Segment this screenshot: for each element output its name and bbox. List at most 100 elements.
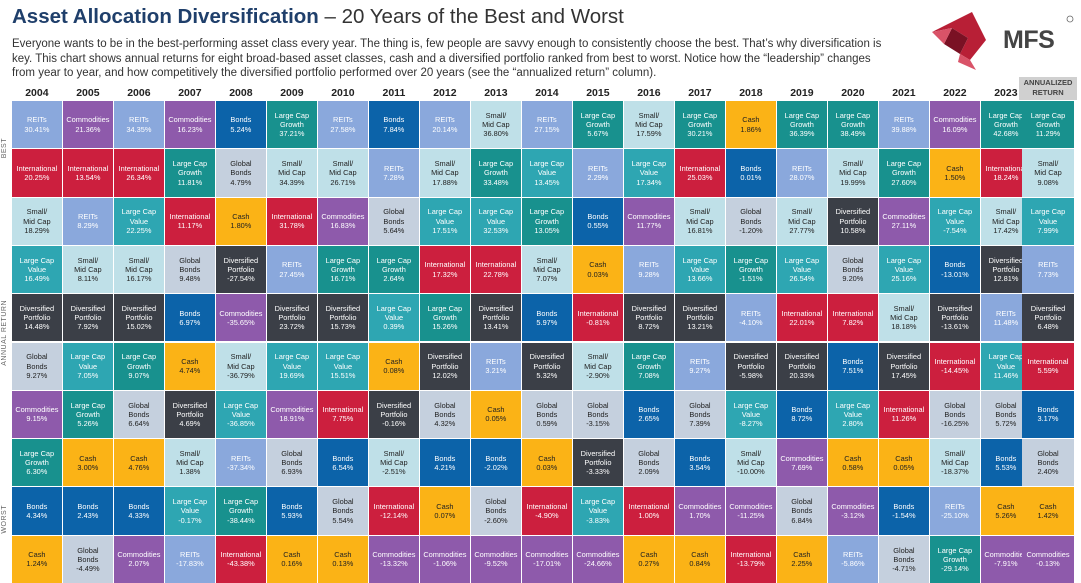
asset-class-label: Growth [24, 458, 49, 468]
return-cell: Commodities -35.65% [216, 294, 266, 342]
asset-class-label: Global [995, 400, 1017, 410]
asset-class-label: Value [792, 264, 812, 274]
return-cell: International 20.25% [12, 149, 62, 197]
return-value: 2.40% [1037, 467, 1059, 477]
asset-class-label: Small/ [434, 159, 456, 169]
return-cell: Global Bonds 6.64% [114, 390, 164, 439]
return-cell: Large Cap Growth 36.39% [777, 101, 827, 149]
return-cell: Diversified Portfolio -5.98% [726, 342, 776, 390]
return-value: 1.24% [26, 559, 48, 569]
return-cell: Commodities 11.77% [624, 197, 674, 245]
asset-class-label: Commodities [627, 212, 671, 222]
return-value: 4.34% [26, 511, 48, 521]
asset-class-label: Global [434, 400, 456, 410]
return-value: 17.45% [891, 370, 917, 380]
asset-class-label: Diversified [274, 304, 310, 314]
return-cell: REITs 27.58% [318, 101, 368, 149]
return-cell: Cash 2.25% [777, 535, 827, 583]
return-cell: Global Bonds -2.60% [471, 487, 521, 535]
return-cell: Large Cap Value -36.85% [216, 390, 266, 439]
return-cell: Commodities -17.01% [522, 535, 572, 583]
return-cell: Diversified Portfolio 6.48% [1022, 294, 1074, 342]
return-cell: Commodities -24.66% [573, 535, 623, 583]
year-header: 2009 [280, 87, 304, 99]
return-value: 26.34% [126, 172, 152, 182]
asset-class-label: Large Cap [325, 255, 361, 265]
return-cell: Small/Mid Cap 16.17% [114, 245, 164, 294]
return-value: 5.67% [587, 129, 609, 139]
return-cell: Global Bonds 5.54% [318, 487, 368, 535]
year-header: 2008 [229, 87, 253, 99]
return-value: 13.45% [534, 177, 560, 187]
asset-class-label: Diversified [19, 304, 55, 314]
return-cell: REITs -37.34% [216, 439, 266, 487]
asset-class-label: Diversified [70, 304, 106, 314]
return-value: 11.46% [993, 370, 1019, 380]
return-cell: Global Bonds 4.32% [420, 390, 470, 439]
return-value: 9.20% [842, 274, 864, 284]
return-value: 21.36% [75, 124, 101, 134]
return-value: 2.09% [638, 467, 660, 477]
return-value: -25.10% [941, 511, 969, 521]
asset-class-label: Portfolio [482, 313, 510, 323]
return-value: 7.08% [638, 370, 660, 380]
return-value: 17.59% [636, 129, 662, 139]
asset-class-label: International [883, 405, 925, 415]
asset-class-label: Bonds [638, 458, 660, 468]
return-value: -13.32% [380, 559, 408, 569]
return-cell: REITs 20.14% [420, 101, 470, 149]
asset-class-label: Portfolio [584, 458, 612, 468]
return-cell: Cash 1.50% [930, 149, 980, 197]
return-value: -4.10% [739, 317, 763, 327]
return-cell: Bonds 5.97% [522, 294, 572, 342]
asset-class-label: Diversified [529, 352, 565, 362]
return-value: 22.25% [126, 225, 152, 235]
asset-class-label: Diversified [886, 352, 922, 362]
asset-class-label: Value [27, 264, 47, 274]
return-cell: Commodities 16.83% [318, 197, 368, 245]
return-value: 7.84% [383, 124, 405, 134]
return-cell: Global Bonds -16.25% [930, 390, 980, 439]
return-cell: International 13.54% [63, 149, 113, 197]
return-cell: Commodities 9.15% [12, 390, 62, 439]
return-cell: Diversified Portfolio 7.92% [63, 294, 113, 342]
asset-class-label: Cash [334, 550, 352, 560]
asset-class-label: Bonds [842, 264, 864, 274]
return-cell: Large Cap Value -7.54% [930, 197, 980, 245]
asset-class-label: Large Cap [478, 207, 514, 217]
asset-class-label: Mid Cap [23, 216, 51, 226]
return-value: 27.45% [279, 269, 305, 279]
asset-class-label: Bonds [536, 308, 558, 318]
asset-class-label: Diversified [325, 304, 361, 314]
return-cell: Small/Mid Cap 19.99% [828, 149, 878, 197]
return-value: -12.14% [380, 511, 408, 521]
return-value: 25.16% [891, 274, 917, 284]
asset-class-label: Mid Cap [992, 216, 1020, 226]
return-cell: Large Cap Growth 6.30% [12, 439, 62, 487]
asset-class-label: Commodities [117, 550, 161, 560]
return-cell: Large Cap Value 25.16% [879, 245, 929, 294]
return-value: 7.92% [77, 322, 99, 332]
return-cell: Global Bonds -3.15% [573, 390, 623, 439]
return-value: 39.88% [891, 124, 917, 134]
asset-class-label: Bonds [281, 501, 303, 511]
return-cell: International -13.79% [726, 535, 776, 583]
return-value: 6.93% [281, 467, 303, 477]
asset-class-label: Commodities [831, 501, 875, 511]
return-value: 8.72% [638, 322, 660, 332]
asset-class-label: Commodities [576, 550, 620, 560]
year-header: 2013 [484, 87, 508, 99]
return-cell: International -14.45% [930, 342, 980, 390]
return-cell: Large Cap Growth 9.07% [114, 342, 164, 390]
asset-class-label: Cash [946, 163, 964, 173]
return-value: 19.69% [279, 370, 305, 380]
return-cell: Commodities -3.12% [828, 487, 878, 535]
asset-class-label: Value [78, 361, 98, 371]
asset-class-label: International [118, 163, 160, 173]
return-value: 1.50% [944, 172, 966, 182]
asset-class-label: Growth [483, 168, 508, 178]
asset-class-label: REITs [27, 115, 47, 125]
asset-class-label: Growth [381, 264, 406, 274]
return-value: 10.58% [840, 225, 866, 235]
return-value: 25.03% [687, 172, 713, 182]
